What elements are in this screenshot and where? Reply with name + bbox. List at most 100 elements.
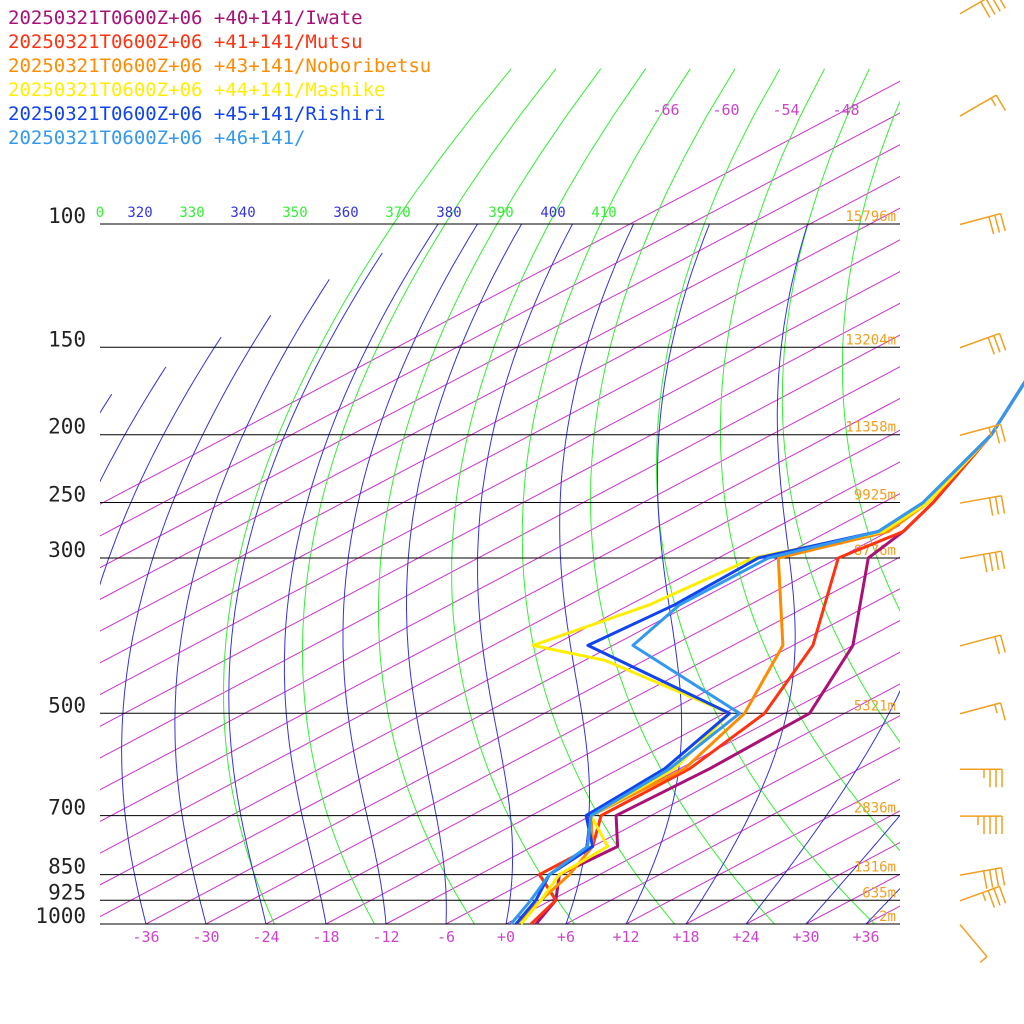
isotherm-line bbox=[385, 651, 900, 924]
isotherm-top-label: -66 bbox=[652, 101, 679, 119]
isotherm-line bbox=[100, 239, 900, 664]
profile-line bbox=[509, 380, 1024, 925]
theta-label: 0 bbox=[96, 205, 104, 221]
theta-label: 370 bbox=[385, 205, 410, 221]
moist-adiabat-line bbox=[228, 252, 383, 924]
dry-adiabat-line bbox=[957, 69, 1024, 924]
dry-adiabat-line bbox=[719, 68, 900, 852]
theta-label: 320 bbox=[127, 205, 152, 221]
height-label: 15796m bbox=[845, 209, 896, 225]
isotherm-line bbox=[100, 112, 900, 537]
moist-adiabat-line bbox=[100, 366, 167, 483]
isotherm-line bbox=[100, 207, 900, 632]
dry-adiabat-line bbox=[521, 68, 691, 924]
height-label: 13204m bbox=[845, 332, 896, 348]
temperature-axis-labels: -36 -30 -24 -18 -12 -6 +0 +6 +12 +18 +24 +30 +36 bbox=[132, 928, 879, 946]
isotherm-line bbox=[505, 715, 900, 924]
dry-adiabat-line bbox=[451, 68, 647, 924]
isotherm-line bbox=[926, 69, 1024, 924]
theta-label: 400 bbox=[540, 205, 565, 221]
wind-barb bbox=[960, 768, 1003, 788]
wind-barb bbox=[959, 495, 1006, 516]
wind-barb bbox=[959, 702, 1006, 721]
isotherm-line bbox=[565, 746, 900, 924]
isotherm-line bbox=[100, 271, 900, 696]
dry-adiabat-line bbox=[841, 100, 900, 612]
isotherm-top-label: -48 bbox=[832, 101, 859, 119]
isotherm-line bbox=[145, 524, 900, 924]
isotherm-line bbox=[100, 175, 900, 600]
height-label: 8776m bbox=[854, 543, 896, 559]
pressure-label-700: 700 bbox=[48, 796, 86, 820]
wind-barb bbox=[959, 867, 1006, 889]
pressure-label-150: 150 bbox=[48, 327, 86, 351]
wind-barbs bbox=[959, 0, 1007, 964]
wind-barb bbox=[960, 815, 1003, 835]
dry-adiabat-line bbox=[781, 68, 900, 744]
wind-barb bbox=[959, 634, 1006, 655]
wind-barb bbox=[959, 550, 1006, 573]
theta-label: 390 bbox=[488, 205, 513, 221]
level-height-labels: 15796m 13204m 11358m 9925m 8776m 5321m 2836m 13… bbox=[845, 209, 896, 925]
isotherm-line bbox=[100, 366, 900, 791]
x-tick-label: +12 bbox=[612, 928, 639, 946]
dry-adiabat-line bbox=[223, 68, 512, 924]
wind-barb bbox=[959, 94, 1007, 117]
dry-adiabat-line bbox=[1013, 69, 1024, 924]
isotherm-line bbox=[986, 69, 1024, 924]
pressure-label-850: 850 bbox=[48, 855, 86, 879]
height-label: -2m bbox=[871, 909, 896, 925]
moist-adiabat-line bbox=[342, 223, 478, 924]
x-tick-label: +36 bbox=[852, 928, 879, 946]
moist-adiabat-line bbox=[174, 279, 330, 924]
x-tick-label: -6 bbox=[437, 928, 455, 946]
dry-adiabat-line bbox=[901, 69, 1024, 924]
x-tick-label: +6 bbox=[557, 928, 575, 946]
x-tick-label: -18 bbox=[312, 928, 339, 946]
wind-barb bbox=[959, 423, 1006, 444]
isotherm-grid bbox=[100, 69, 1024, 924]
isotherm-line bbox=[100, 397, 900, 822]
x-tick-label: -36 bbox=[132, 928, 159, 946]
legend-entry: 20250321T0600Z+06 +40+141/Iwate bbox=[8, 7, 363, 29]
theta-label: 350 bbox=[282, 205, 307, 221]
isotherm-line bbox=[100, 493, 900, 918]
wind-barb bbox=[959, 0, 1007, 18]
isotherm-line bbox=[445, 683, 900, 924]
pressure-label-500: 500 bbox=[48, 693, 86, 717]
pressure-label-250: 250 bbox=[48, 483, 86, 507]
height-label: 1316m bbox=[854, 860, 896, 876]
legend-entry: 20250321T0600Z+06 +46+141/ bbox=[8, 127, 305, 149]
isotherm-line bbox=[265, 588, 900, 924]
isotherm-line bbox=[100, 429, 900, 854]
pressure-label-1000: 1000 bbox=[35, 904, 86, 928]
legend-entry: 20250321T0600Z+06 +45+141/Rishiri bbox=[8, 103, 386, 125]
isotherm-line bbox=[205, 556, 900, 924]
isotherm-top-label: -54 bbox=[772, 101, 799, 119]
moist-adiabat-line bbox=[0, 427, 53, 924]
mixing-ratio-labels: -66 -60 -54 -48 bbox=[652, 101, 859, 119]
moist-adiabat-line bbox=[805, 814, 900, 924]
x-tick-label: -24 bbox=[252, 928, 279, 946]
dry-adiabat-line bbox=[302, 68, 557, 924]
profile-line bbox=[534, 380, 1024, 925]
height-label: 9925m bbox=[854, 488, 896, 504]
theta-label: 380 bbox=[436, 205, 461, 221]
x-tick-label: +0 bbox=[497, 928, 515, 946]
pressure-label-925: 925 bbox=[48, 880, 86, 904]
profile-line bbox=[529, 380, 1024, 926]
pressure-label-300: 300 bbox=[48, 538, 86, 562]
isotherm-line bbox=[100, 334, 900, 759]
profile-line bbox=[514, 380, 1024, 925]
pressure-label-100: 100 bbox=[48, 204, 86, 228]
theta-label: 360 bbox=[333, 205, 358, 221]
profile-line bbox=[514, 380, 1024, 926]
wind-barb bbox=[959, 332, 1007, 355]
height-label: 5321m bbox=[854, 698, 896, 714]
x-tick-label: +18 bbox=[672, 928, 699, 946]
theta-label: 340 bbox=[230, 205, 255, 221]
theta-labels: 0 320 330 340 350 360 370 380 390 400 410 bbox=[96, 205, 617, 221]
legend: 20250321T0600Z+06 +40+141/Iwate 20250321T… bbox=[8, 7, 431, 149]
